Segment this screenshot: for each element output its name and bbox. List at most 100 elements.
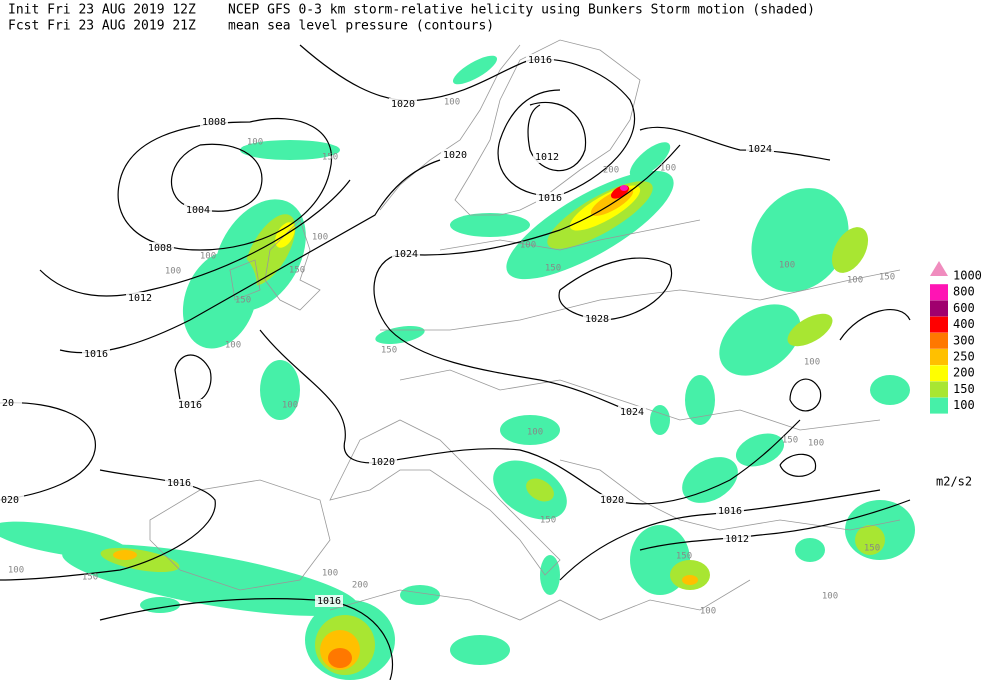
isobar-label: 1024 xyxy=(620,407,644,418)
isobar xyxy=(639,499,911,551)
isobar xyxy=(527,101,587,172)
isobar-label: 1016 xyxy=(528,55,552,66)
isobar-label-bg xyxy=(526,54,554,66)
isobar xyxy=(117,118,333,251)
isobar-label: 1024 xyxy=(748,144,772,155)
init-time: Init Fri 23 AUG 2019 12Z xyxy=(8,3,196,18)
isobar-label: 1012 xyxy=(725,534,749,545)
isobar-label-bg xyxy=(315,595,343,607)
legend-swatch xyxy=(930,381,948,398)
helicity-area xyxy=(870,375,910,405)
helicity-label: 150 xyxy=(289,266,305,276)
coastline xyxy=(439,219,701,251)
helicity-label: 100 xyxy=(282,401,298,411)
isobar xyxy=(373,126,831,413)
isobar-label: 1028 xyxy=(585,314,609,325)
legend-swatch xyxy=(930,332,948,349)
isobar-label: 1012 xyxy=(128,293,152,304)
helicity-label: 100 xyxy=(660,164,676,174)
isobar-label-bg xyxy=(82,348,110,360)
helicity-label: 100 xyxy=(312,233,328,243)
isobar-label-bg xyxy=(536,192,564,204)
isobar-label: 1016 xyxy=(317,596,341,607)
helicity-labels: 100 100 150 100 100 150 100 100 150 100 150 200 100 1… xyxy=(8,98,895,617)
legend-unit: m2/s2 xyxy=(936,475,972,489)
isobar-label-bg xyxy=(716,505,744,517)
isobar-label: 020 xyxy=(1,495,19,506)
helicity-label: 100 xyxy=(200,252,216,262)
isobar-label-bg xyxy=(0,494,24,506)
helicity-area xyxy=(629,142,671,178)
helicity-label: 150 xyxy=(322,153,338,163)
coastline xyxy=(329,579,751,621)
coastline xyxy=(559,459,901,531)
coastline xyxy=(329,419,561,576)
isobars xyxy=(0,44,911,680)
helicity-area xyxy=(400,585,440,605)
helicity-label: 100 xyxy=(520,241,536,251)
helicity-label: 150 xyxy=(540,516,556,526)
helicity-label: 100 xyxy=(8,566,24,576)
isobar xyxy=(59,159,441,354)
isobar-label: 1016 xyxy=(167,478,191,489)
isobar-label: 1004 xyxy=(186,205,210,216)
isobar-label: 1008 xyxy=(202,117,226,128)
helicity-area xyxy=(113,550,137,560)
helicity-label: 150 xyxy=(879,273,895,283)
helicity-area xyxy=(375,326,425,344)
isobar-labels: 1016 1020 1008 1004 1008 1012 1016 1016 1020 1012… xyxy=(0,54,774,607)
helicity-label: 150 xyxy=(676,552,692,562)
isobar xyxy=(299,44,636,197)
isobar-label-bg xyxy=(746,143,774,155)
isobar-label: 1020 xyxy=(600,495,624,506)
subtitle: mean sea level pressure (contours) xyxy=(228,19,494,34)
isobar-label: 1020 xyxy=(371,457,395,468)
legend-swatch xyxy=(930,397,948,414)
isobar-label: 1016 xyxy=(718,506,742,517)
coastline xyxy=(454,39,641,216)
forecast-time: Fcst Fri 23 AUG 2019 21Z xyxy=(8,19,196,34)
isobar-label: 1016 xyxy=(84,349,108,360)
isobar-label-bg xyxy=(369,456,397,468)
helicity-area xyxy=(719,304,801,376)
helicity-area xyxy=(855,525,885,555)
helicity-label: 100 xyxy=(527,428,543,438)
isobar-label: 1016 xyxy=(178,400,202,411)
helicity-label: 100 xyxy=(779,261,795,271)
helicity-area xyxy=(787,313,833,347)
isobar xyxy=(259,329,801,505)
isobar-label-bg xyxy=(441,149,469,161)
isobar xyxy=(174,354,212,404)
helicity-area xyxy=(685,375,715,425)
legend-label: 150 xyxy=(953,382,975,396)
coastline xyxy=(149,479,331,591)
helicity-area xyxy=(831,227,869,273)
helicity-label: 100 xyxy=(444,98,460,108)
coastline xyxy=(229,259,261,301)
helicity-area xyxy=(540,555,560,595)
isobar-label-bg xyxy=(618,406,646,418)
helicity-label: 150 xyxy=(381,346,397,356)
isobar xyxy=(39,179,351,297)
legend-swatch xyxy=(930,284,948,301)
helicity-label: 100 xyxy=(322,569,338,579)
isobar-label: 1016 xyxy=(538,193,562,204)
helicity-shading xyxy=(0,55,915,680)
legend-swatch xyxy=(930,349,948,365)
isobar xyxy=(558,257,673,321)
legend: 1000 800 600 400 300 250 200 150 100 xyxy=(930,261,982,414)
helicity-label: 150 xyxy=(82,573,98,583)
helicity-label: 100 xyxy=(808,439,824,449)
isobar-label-bg xyxy=(533,151,561,163)
helicity-label: 100 xyxy=(822,592,838,602)
helicity-area xyxy=(328,648,352,668)
helicity-area xyxy=(795,538,825,562)
coastlines xyxy=(149,39,901,621)
legend-label: 600 xyxy=(953,301,975,315)
helicity-label: 100 xyxy=(247,138,263,148)
legend-label: 250 xyxy=(953,350,975,364)
helicity-label: 200 xyxy=(352,581,368,591)
helicity-area xyxy=(650,405,670,435)
